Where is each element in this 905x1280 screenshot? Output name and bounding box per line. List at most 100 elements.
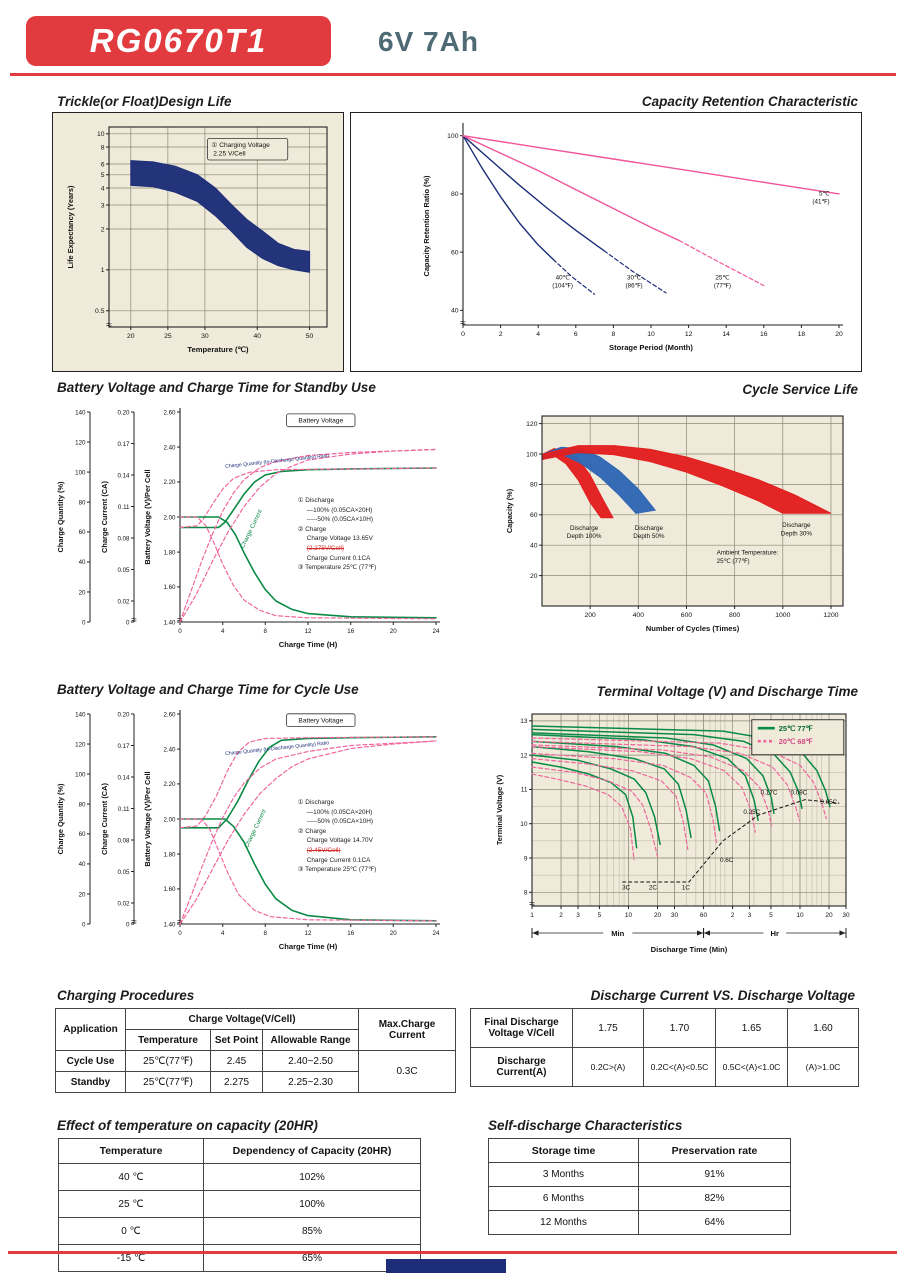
- charging-cell-application: Standby: [55, 1071, 126, 1093]
- svg-text:60: 60: [79, 529, 86, 536]
- svg-text:2.00: 2.00: [163, 514, 176, 521]
- svg-text:Capacity Retention Ratio (%): Capacity Retention Ratio (%): [422, 175, 431, 277]
- header-rule: [10, 73, 896, 76]
- svg-text:20: 20: [390, 930, 397, 937]
- selfdis-cell: 91%: [638, 1162, 791, 1187]
- effect-cell: 100%: [203, 1190, 421, 1218]
- svg-text:12: 12: [520, 752, 528, 759]
- svg-text:40: 40: [79, 861, 86, 868]
- svg-text:Battery Voltage (V)/Per Cell: Battery Voltage (V)/Per Cell: [143, 771, 152, 866]
- cyclelife-chart-svg: 200 400 600 800 1000 1200 Number of Cycles (Ti…: [505, 415, 844, 633]
- svg-text:8: 8: [612, 331, 616, 338]
- svg-text:20: 20: [127, 333, 135, 340]
- svg-text:1.60: 1.60: [163, 886, 176, 893]
- footer-rule: [8, 1251, 897, 1254]
- svg-text:10: 10: [796, 912, 804, 919]
- svg-text:0: 0: [126, 619, 130, 626]
- svg-text:0.09C: 0.09C: [790, 790, 807, 797]
- svg-text:3: 3: [576, 912, 580, 919]
- svg-text:0: 0: [82, 921, 86, 928]
- charging-header-charge-voltage: Charge Voltage(V/Cell): [124, 1008, 360, 1030]
- svg-text:60: 60: [79, 831, 86, 838]
- svg-text:Charge Current: Charge Current: [239, 508, 264, 549]
- svg-text:Battery Voltage: Battery Voltage: [298, 418, 343, 425]
- section-title-trickle: Trickle(or Float)Design Life: [57, 94, 232, 109]
- svg-text:20: 20: [825, 912, 833, 919]
- charging-procedures-table: Application Charge Voltage(V/Cell) Max.C…: [55, 1008, 457, 1093]
- svg-text:0.17C: 0.17C: [761, 790, 778, 797]
- selfdis-cell: 3 Months: [488, 1162, 639, 1187]
- svg-text:0.02: 0.02: [117, 598, 130, 605]
- effect-header-dependency: Dependency of Capacity (20HR): [203, 1138, 421, 1164]
- svg-text:12: 12: [305, 930, 312, 937]
- capacity-retention-chart: 0 2 4 6 8 10 12 14 16 18 20 Storage Period (Month) 4…: [350, 112, 862, 372]
- svg-text:5: 5: [769, 912, 773, 919]
- svg-text:10: 10: [625, 912, 633, 919]
- svg-text:1.60: 1.60: [163, 584, 176, 591]
- svg-text:80: 80: [79, 499, 86, 506]
- svg-text:2: 2: [559, 912, 563, 919]
- discharge-cell: 1.65: [715, 1008, 788, 1048]
- svg-text:14: 14: [722, 331, 730, 338]
- svg-text:2: 2: [731, 912, 735, 919]
- discharge-cell: (A)>1.0C: [787, 1047, 859, 1087]
- battery-spec: 6V 7Ah: [378, 26, 479, 57]
- svg-text:140: 140: [75, 409, 86, 416]
- svg-text:Capacity (%): Capacity (%): [505, 488, 514, 533]
- svg-text:≈: ≈: [529, 899, 535, 910]
- svg-text:1.40: 1.40: [163, 921, 176, 928]
- svg-text:Storage Period (Month): Storage Period (Month): [609, 343, 693, 352]
- svg-text:0.14: 0.14: [117, 472, 130, 479]
- svg-text:8: 8: [101, 144, 105, 151]
- svg-text:20: 20: [390, 628, 397, 635]
- svg-text:1: 1: [101, 267, 105, 274]
- effect-cell: -15 ℃: [58, 1244, 204, 1272]
- svg-text:Number of Cycles (Times): Number of Cycles (Times): [646, 624, 740, 633]
- svg-text:0.11: 0.11: [118, 504, 130, 511]
- discharge-cell: 1.75: [572, 1008, 644, 1048]
- model-number: RG0670T1: [89, 22, 268, 59]
- svg-text:Hr: Hr: [771, 929, 779, 938]
- charging-header-max-current: Max.Charge Current: [358, 1008, 457, 1051]
- svg-text:Charge Quantity (%): Charge Quantity (%): [56, 481, 65, 553]
- svg-text:25℃ 77℉: 25℃ 77℉: [779, 724, 813, 733]
- svg-text:≈: ≈: [106, 320, 112, 331]
- svg-text:100: 100: [75, 469, 86, 476]
- svg-text:16: 16: [347, 930, 354, 937]
- effect-cell: 85%: [203, 1217, 421, 1245]
- discharge-cell: 1.60: [787, 1008, 859, 1048]
- svg-text:30℃(86℉): 30℃ (86℉): [625, 274, 642, 289]
- svg-text:1.80: 1.80: [163, 549, 176, 556]
- svg-text:Charge Current (CA): Charge Current (CA): [100, 783, 109, 855]
- charging-header-allowable: Allowable Range: [261, 1029, 360, 1051]
- svg-text:3: 3: [101, 202, 105, 209]
- svg-text:0.08: 0.08: [117, 837, 130, 844]
- discharge-row1-label: Final Discharge Voltage V/Cell: [470, 1008, 573, 1048]
- svg-text:400: 400: [633, 612, 645, 619]
- cycleuse-note: ① Discharge —100% (0.05CA×20H) -----50% (0…: [297, 799, 377, 874]
- svg-text:80: 80: [451, 191, 459, 198]
- section-title-cycle-use: Battery Voltage and Charge Time for Cycl…: [57, 682, 359, 697]
- svg-text:Temperature (℃): Temperature (℃): [187, 345, 249, 354]
- svg-text:0: 0: [178, 628, 182, 635]
- svg-text:100: 100: [447, 133, 459, 140]
- svg-text:4: 4: [536, 331, 540, 338]
- charging-cell-set-point: 2.45: [210, 1050, 263, 1072]
- svg-text:200: 200: [584, 612, 596, 619]
- svg-text:60: 60: [530, 512, 538, 519]
- svg-text:0: 0: [178, 930, 182, 937]
- svg-text:① Charging Voltage 2.25 V/C: ① Charging Voltage 2.25 V/Cell: [211, 141, 270, 157]
- svg-text:0.08: 0.08: [117, 535, 130, 542]
- svg-text:40℃(104℉): 40℃ (104℉): [552, 274, 573, 289]
- svg-text:Terminal Voltage (V): Terminal Voltage (V): [495, 774, 504, 845]
- svg-text:Life Expectancy (Years): Life Expectancy (Years): [66, 185, 75, 269]
- effect-header-temperature: Temperature: [58, 1138, 204, 1164]
- svg-text:4: 4: [101, 185, 105, 192]
- svg-text:18: 18: [798, 331, 806, 338]
- svg-text:≈: ≈: [460, 318, 466, 329]
- svg-text:20: 20: [79, 589, 86, 596]
- svg-text:80: 80: [530, 482, 538, 489]
- section-title-cycle-life: Cycle Service Life: [742, 382, 858, 397]
- svg-text:8: 8: [524, 890, 528, 897]
